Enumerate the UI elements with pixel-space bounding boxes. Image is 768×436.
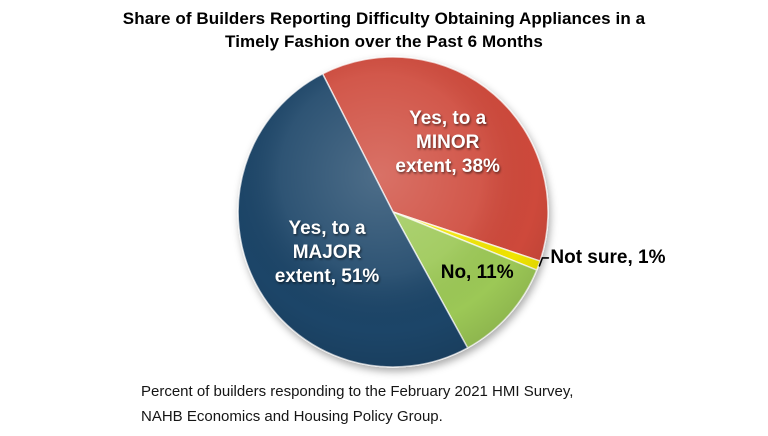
source-note-line2: NAHB Economics and Housing Policy Group. [141, 407, 443, 425]
not-sure-leader-line [538, 257, 550, 267]
chart-title-line1: Share of Builders Reporting Difficulty O… [122, 9, 646, 28]
chart-title-line2: Timely Fashion over the Past 6 Months [225, 32, 543, 51]
chart-title: Share of Builders Reporting Difficulty O… [0, 7, 768, 53]
source-note: Percent of builders responding to the Fe… [141, 380, 573, 429]
pie-slices-group [237, 56, 549, 368]
source-note-line1: Percent of builders responding to the Fe… [141, 383, 574, 400]
